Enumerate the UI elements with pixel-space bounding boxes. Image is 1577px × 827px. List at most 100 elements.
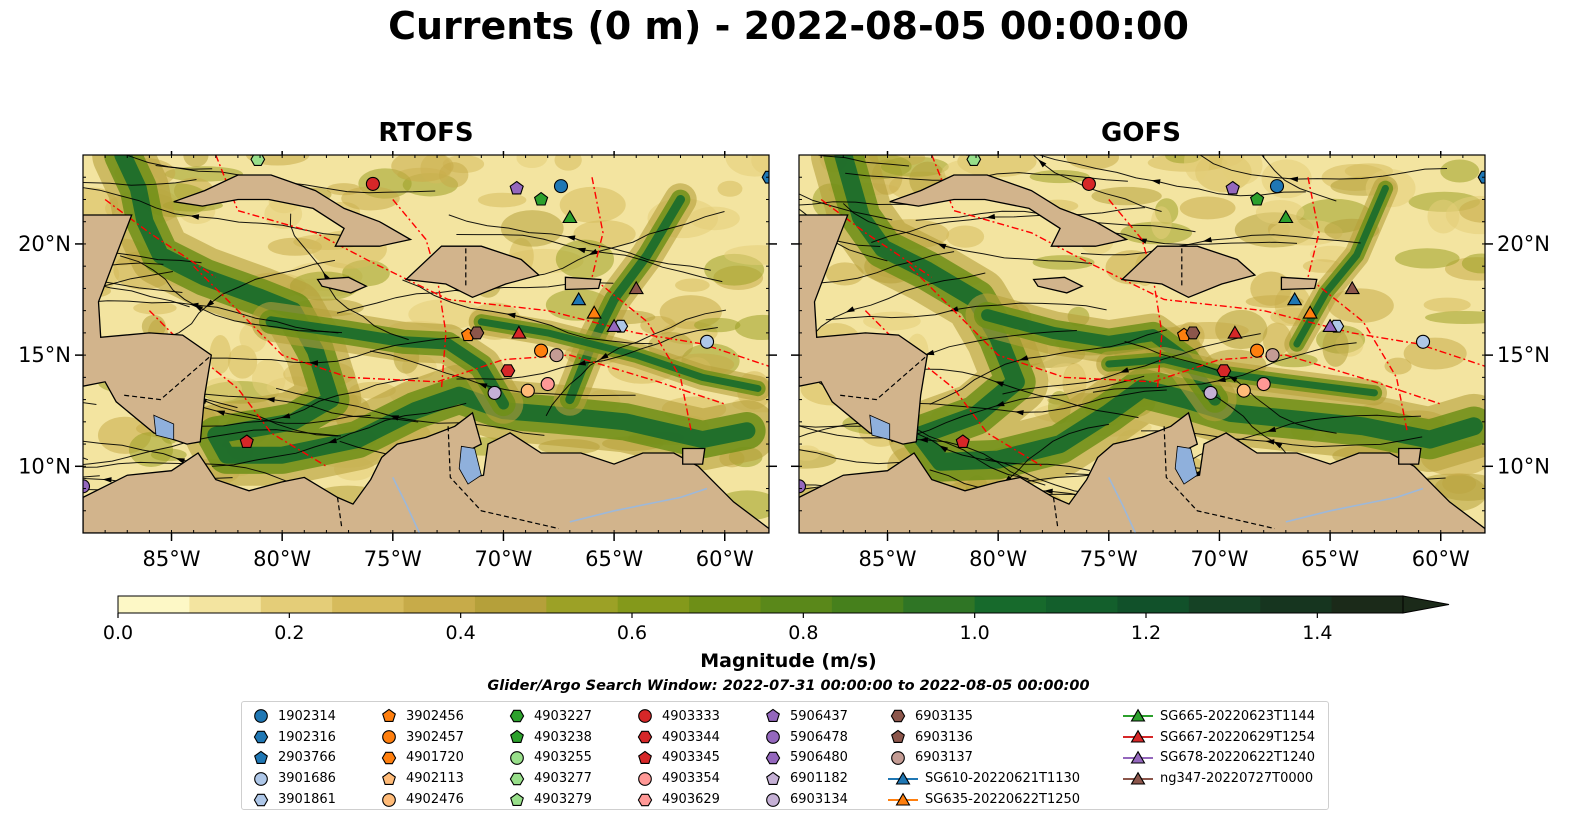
legend-label: 6903136: [915, 729, 973, 745]
legend-marker: [1130, 771, 1146, 785]
streamline: [1124, 341, 1337, 434]
platform-marker-SG665-20220623T1144: [1278, 209, 1294, 224]
speed-patch: [516, 155, 548, 169]
colorbar-segment: [831, 596, 904, 613]
legend-item: 4902476: [378, 789, 464, 810]
country-border: [336, 497, 343, 529]
country-border: [1052, 497, 1059, 529]
streamline-arrow: [80, 129, 89, 136]
speed-patch: [1434, 473, 1485, 501]
legend-marker: [638, 771, 652, 786]
legend-item: SG635-20220622T1250: [887, 789, 1080, 810]
map-frame: [82, 154, 770, 534]
speed-patch: [141, 314, 166, 338]
map-panel-gofs: 85°W 80°W 75°W 70°W 65°W 60°W 20°N 15°N 10°N: [791, 151, 1550, 571]
legend-label: 6901182: [790, 771, 848, 787]
streamline-arrow: [925, 349, 935, 356]
lake: [1174, 445, 1198, 485]
legend-item: 4903238: [506, 727, 592, 748]
legend-marker: [254, 709, 268, 724]
legend-item: 2903766: [250, 748, 336, 769]
legend-item: 6903137: [887, 748, 1080, 769]
legend-label: 1902314: [278, 708, 336, 724]
platform-marker-4903344: [1216, 364, 1232, 378]
streamline-arrow: [1043, 488, 1053, 494]
colorbar-segment: [1117, 596, 1190, 613]
map-frame: [798, 154, 1486, 534]
lon-tick-label: 60°W: [696, 547, 754, 571]
lon-tick-label: 70°W: [1190, 547, 1248, 571]
legend-column: 3902456 3902457 4901720 4902113 4902476: [378, 706, 464, 810]
legend-marker-icon: [510, 729, 524, 744]
legend-marker-icon: [254, 709, 268, 724]
speed-patch: [689, 206, 740, 231]
colorbar-tick-label: 1.4: [1302, 622, 1332, 644]
colorbar-segment: [903, 596, 976, 613]
streamline-arrow: [0, 538, 8, 543]
legend-marker: [1130, 750, 1146, 764]
platform-marker-6903134: [1203, 385, 1218, 400]
river: [392, 477, 421, 533]
legend-marker: [382, 771, 396, 785]
colorbar-segment: [546, 596, 619, 613]
legend-marker: [895, 792, 911, 806]
speed-patch: [675, 278, 710, 292]
legend-marker: [510, 751, 524, 765]
streamline-arrow: [1038, 159, 1047, 168]
legend-marker: [253, 730, 269, 744]
streamline-arrow: [52, 519, 61, 524]
legend-item: 5906437: [762, 706, 848, 727]
colorbar-segment: [189, 596, 262, 613]
legend-label: 4901720: [406, 750, 464, 766]
streamline: [183, 336, 460, 364]
legend-label: 4903629: [662, 792, 720, 808]
lon-tick-label: 80°W: [253, 547, 311, 571]
legend-item: 5906480: [762, 748, 848, 769]
legend-marker-icon: [253, 730, 269, 744]
streamline-arrow: [1019, 355, 1029, 361]
platform-marker-4903333: [365, 176, 380, 191]
speed-patch: [500, 210, 564, 247]
legend-item: 4903227: [506, 706, 592, 727]
streamline: [871, 207, 1146, 243]
speed-patch: [1440, 159, 1480, 183]
legend-item: 4903277: [506, 768, 592, 789]
speed-patch: [133, 301, 177, 315]
legend-column: 4903333 4903344 4903345 4903354 4903629: [634, 706, 720, 810]
streamline: [402, 279, 653, 345]
colorbar-extend-arrow: [1402, 595, 1450, 614]
streamline-arrow: [1119, 367, 1129, 373]
lon-tick-label: 75°W: [1080, 547, 1138, 571]
legend-column: 4903227 4903238 4903255 4903277 4903279: [506, 706, 592, 810]
platform-marker-4903345: [955, 434, 970, 448]
figure-title: Currents (0 m) - 2022-08-05 00:00:00: [388, 4, 1189, 48]
speed-patch: [1184, 155, 1210, 181]
colorbar-segment: [332, 596, 405, 613]
platform-marker-6903134: [487, 385, 502, 400]
legend-item: 3901861: [250, 789, 336, 810]
streamline-arrow: [506, 312, 516, 319]
streamline-arrow: [949, 306, 959, 312]
legend-column: SG665-20220623T1144 SG667-20220629T1254 SG…: [1122, 706, 1315, 789]
platform-marker-4903238: [1249, 191, 1265, 206]
lat-tick-label: 15°N: [1497, 343, 1550, 367]
current-jet-core: [834, 155, 1483, 471]
speed-patch: [1091, 186, 1162, 206]
river: [1108, 477, 1137, 533]
legend-marker: [638, 709, 652, 724]
legend-item: SG610-20220621T1130: [887, 768, 1080, 789]
streamline: [83, 242, 202, 264]
platform-marker-4903238: [533, 191, 549, 206]
legend-marker: [1130, 708, 1146, 722]
platform-marker-SG667-20220629T1254: [1227, 325, 1243, 339]
colorbar-frame: [117, 595, 1404, 614]
colorbar-segment: [760, 596, 833, 613]
platform-marker-SG610-20220621T1130: [1286, 291, 1303, 306]
eez-boundary: [820, 198, 933, 278]
streamline: [799, 484, 860, 489]
legend-label: 4903345: [662, 750, 720, 766]
eez-boundary: [104, 198, 217, 278]
streamline: [211, 402, 467, 467]
streamline: [799, 449, 901, 465]
platform-marker-SG635-20220622T1250: [586, 305, 602, 319]
